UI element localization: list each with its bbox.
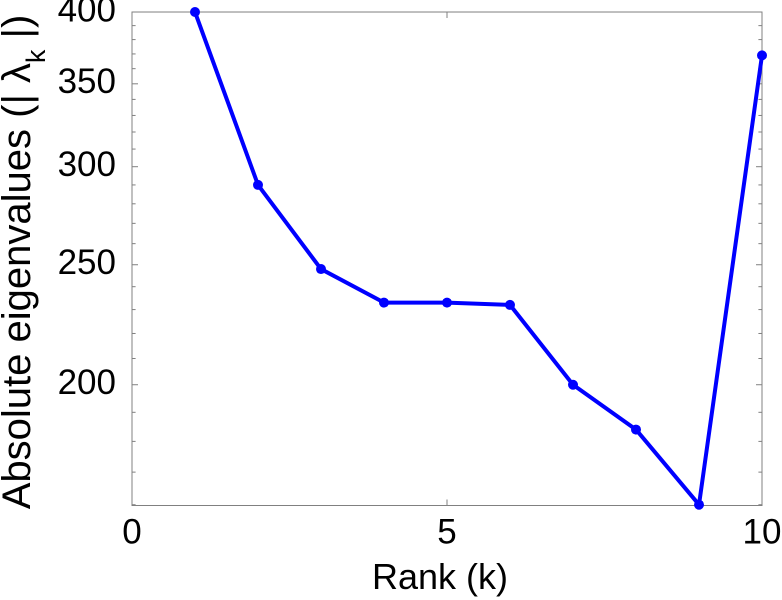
svg-text:0: 0 xyxy=(122,513,141,552)
svg-text:350: 350 xyxy=(58,62,116,101)
svg-text:Rank (k): Rank (k) xyxy=(372,556,508,597)
svg-text:5: 5 xyxy=(437,513,456,552)
svg-text:200: 200 xyxy=(58,363,116,402)
svg-text:400: 400 xyxy=(58,0,116,29)
svg-text:250: 250 xyxy=(58,243,116,282)
svg-text:10: 10 xyxy=(743,513,782,552)
svg-text:300: 300 xyxy=(58,145,116,184)
